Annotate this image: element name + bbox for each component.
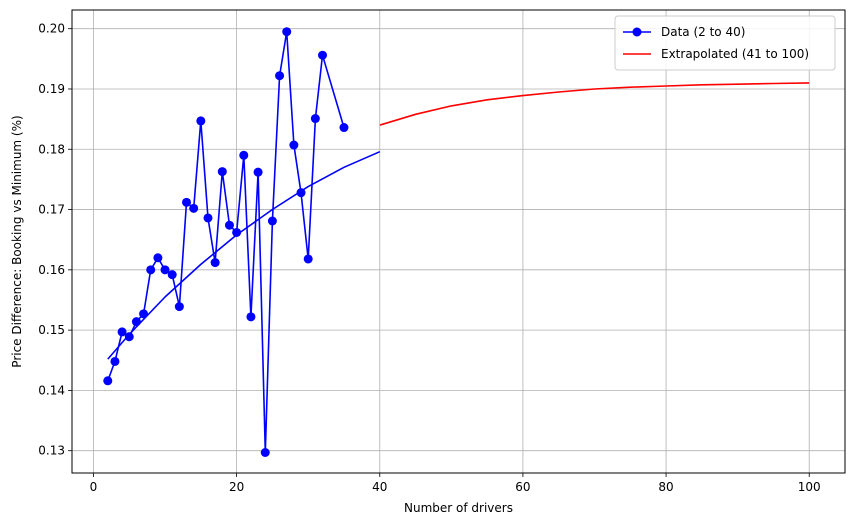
- x-tick-label: 40: [372, 480, 387, 494]
- data-point: [267, 216, 277, 226]
- data-point: [103, 376, 113, 386]
- y-tick-label: 0.15: [38, 323, 65, 337]
- data-point: [174, 302, 184, 312]
- data-point: [253, 167, 263, 177]
- data-point: [310, 114, 320, 124]
- data-point: [131, 317, 141, 327]
- data-point: [117, 327, 127, 337]
- y-tick-label: 0.18: [38, 142, 65, 156]
- x-tick-label: 100: [798, 480, 821, 494]
- legend: Data (2 to 40) Extrapolated (41 to 100): [614, 15, 836, 71]
- data-point: [167, 270, 177, 280]
- y-tick-label: 0.19: [38, 82, 65, 96]
- legend-swatch-marker: [632, 27, 642, 37]
- series-line-1: [107, 150, 381, 360]
- x-axis-label: Number of drivers: [404, 501, 513, 515]
- x-tick-label: 20: [229, 480, 244, 494]
- y-tick-label: 0.14: [38, 383, 65, 397]
- series-layer: [103, 27, 810, 458]
- data-point: [146, 265, 156, 275]
- y-tick-label: 0.17: [38, 203, 65, 217]
- data-point: [210, 258, 220, 268]
- data-point: [339, 123, 349, 133]
- x-tick-label: 80: [658, 480, 673, 494]
- data-point: [239, 150, 249, 160]
- data-point: [153, 253, 163, 263]
- data-point: [275, 71, 285, 81]
- x-tick-label: 0: [90, 480, 98, 494]
- data-point: [110, 356, 120, 366]
- y-tick-label: 0.13: [38, 444, 65, 458]
- data-point: [232, 227, 242, 237]
- ticks: 0 20 40 60 80 100 0.13 0.14 0.15 0.16 0.17 0.18 0.19…: [38, 22, 820, 494]
- plot-frame: [71, 9, 846, 474]
- data-point: [160, 265, 170, 275]
- y-tick-label: 0.20: [38, 22, 65, 36]
- data-point: [246, 312, 256, 322]
- series-line-2: [379, 82, 810, 126]
- data-point: [318, 50, 328, 60]
- data-point: [217, 167, 227, 177]
- data-point: [203, 213, 213, 223]
- plot-background: [72, 10, 845, 473]
- legend-entry-label: Extrapolated (41 to 100): [661, 47, 809, 61]
- data-point: [260, 448, 270, 458]
- series-line-0: [107, 30, 345, 454]
- data-point: [282, 27, 292, 37]
- legend-box: [614, 15, 836, 71]
- y-tick-label: 0.16: [38, 263, 65, 277]
- legend-entry-label: Data (2 to 40): [661, 25, 745, 39]
- data-point: [124, 332, 134, 342]
- data-point: [289, 140, 299, 150]
- y-axis-label: Price Difference: Booking vs Minimum (%): [10, 115, 24, 367]
- x-tick-label: 60: [515, 480, 530, 494]
- data-point: [196, 116, 206, 126]
- data-point: [303, 254, 313, 264]
- data-point: [182, 197, 192, 207]
- grid: [72, 10, 845, 473]
- data-point: [189, 203, 199, 213]
- data-point: [224, 220, 234, 230]
